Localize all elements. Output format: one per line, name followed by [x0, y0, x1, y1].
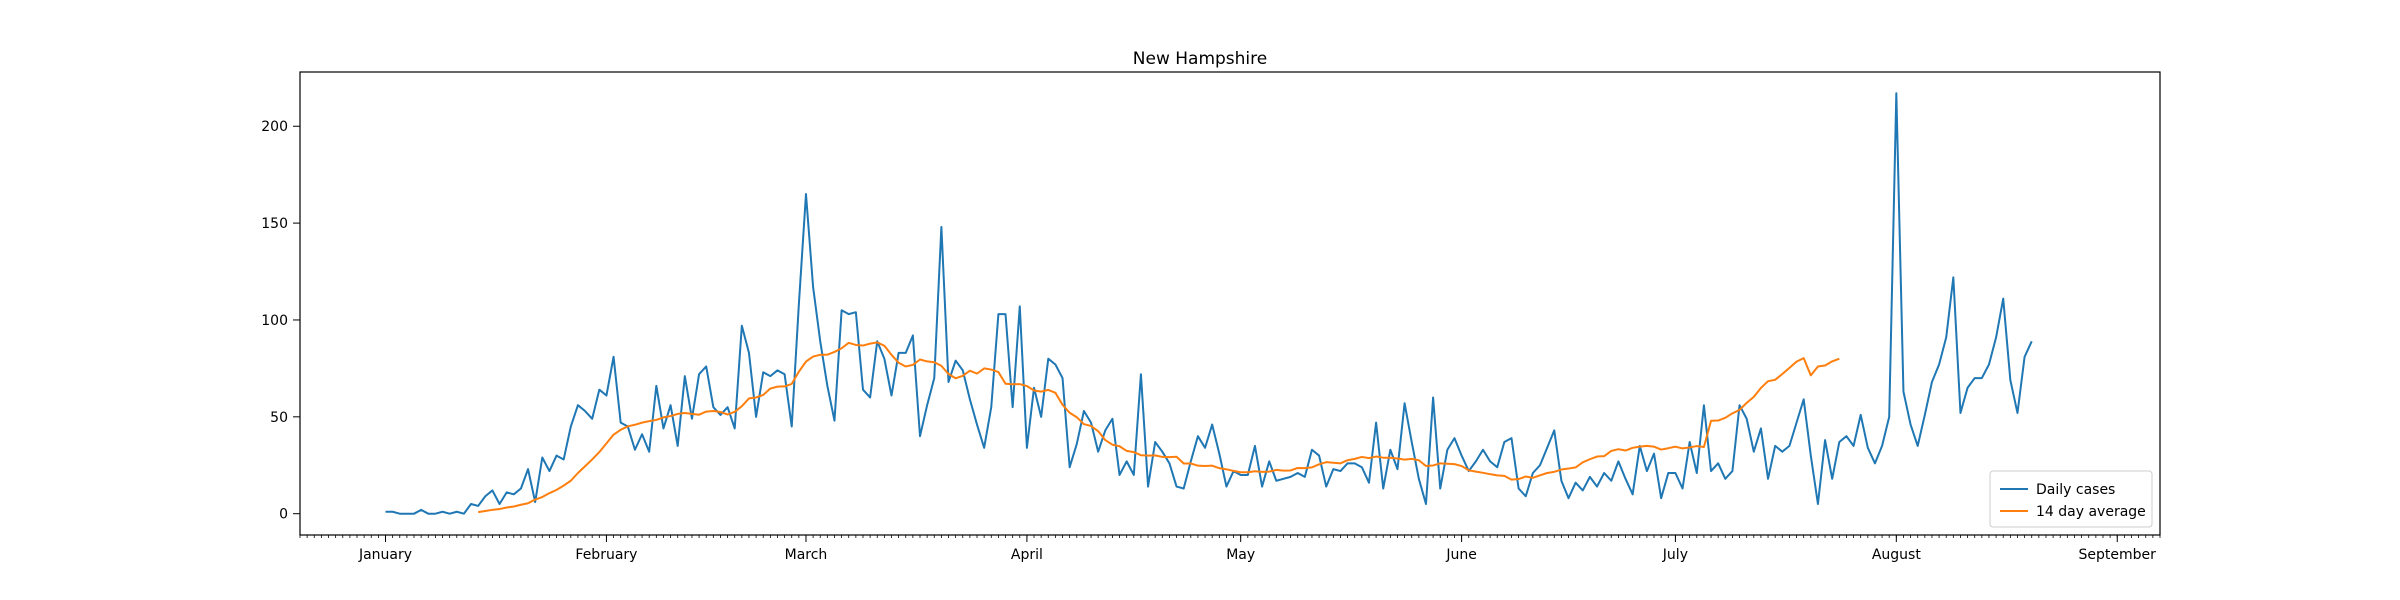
- x-tick-label: January: [358, 547, 412, 563]
- x-tick-label: August: [1872, 547, 1922, 563]
- x-tick-label: March: [785, 547, 828, 563]
- series-line-14-day-average: [477, 341, 1840, 514]
- y-axis: 0 50 100 150 200: [261, 119, 300, 523]
- x-axis: January February March April May June July Augu…: [299, 535, 2161, 563]
- chart-title: New Hampshire: [1133, 49, 1267, 69]
- x-tick-label: September: [2079, 547, 2157, 563]
- y-tick-label: 150: [261, 216, 288, 232]
- y-tick-label: 200: [261, 119, 288, 135]
- legend-label: Daily cases: [2036, 482, 2115, 498]
- series-layer: [385, 92, 2033, 515]
- x-tick-label: February: [575, 547, 637, 563]
- y-tick-label: 50: [270, 410, 288, 426]
- x-tick-label: May: [1226, 547, 1255, 563]
- series-line-daily-cases: [385, 92, 2033, 515]
- y-tick-label: 0: [279, 507, 288, 523]
- legend-box: [1989, 470, 2153, 528]
- y-tick-label: 100: [261, 313, 288, 329]
- plot-frame: [299, 71, 2161, 536]
- x-tick-label: April: [1011, 547, 1043, 563]
- legend-label: 14 day average: [2036, 504, 2146, 520]
- x-tick-label: July: [1662, 547, 1688, 563]
- x-tick-label: June: [1445, 547, 1477, 563]
- plot-area: [299, 71, 2161, 536]
- legend: Daily cases 14 day average: [1989, 470, 2153, 528]
